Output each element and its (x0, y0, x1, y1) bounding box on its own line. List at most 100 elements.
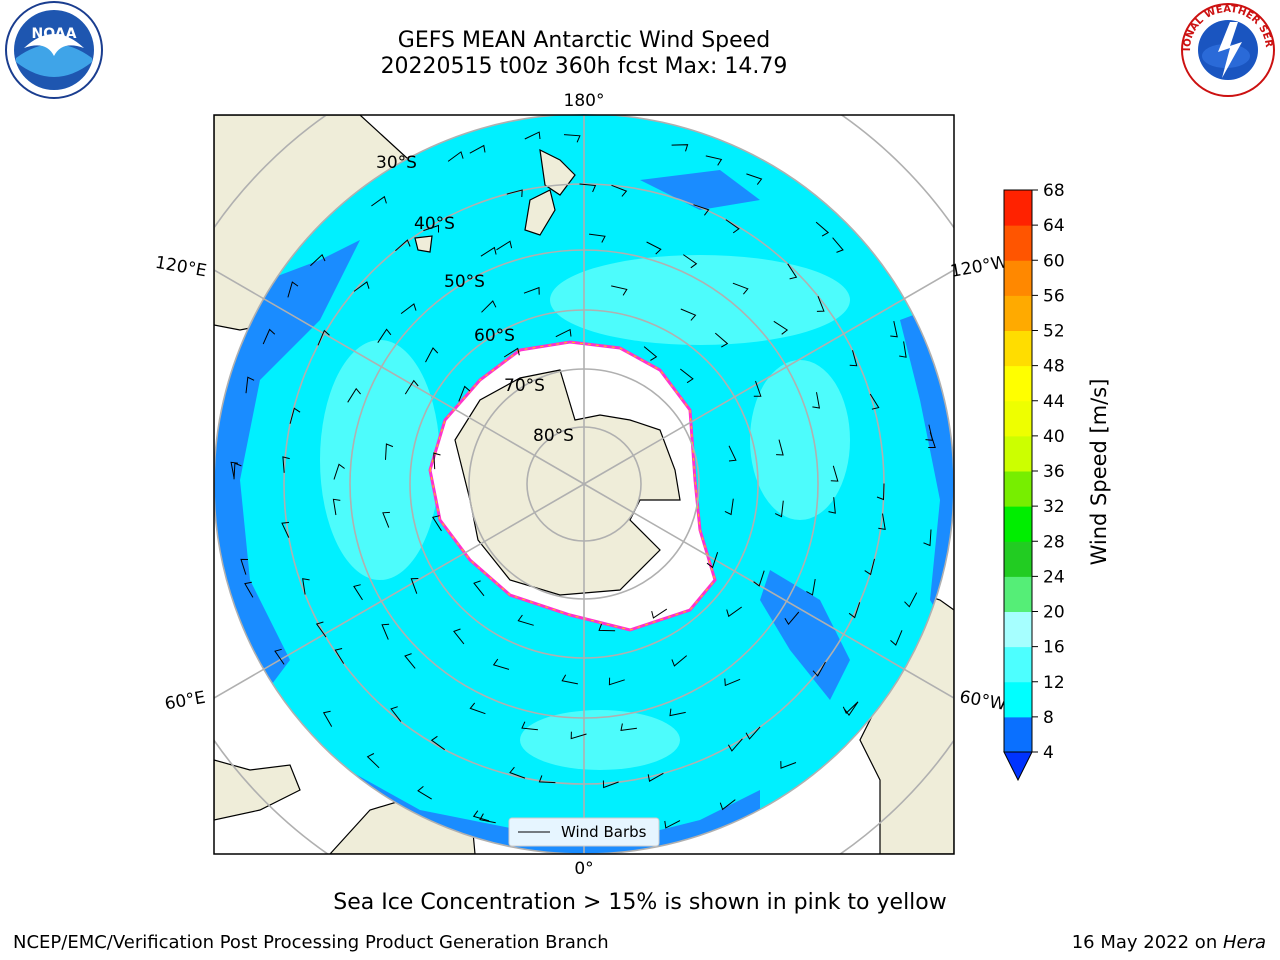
wind-barb (679, 368, 694, 384)
wind-barb (602, 780, 619, 789)
colorbar-extend-triangle (1003, 751, 1033, 782)
colorbar-tick-label: 60 (1043, 251, 1065, 271)
lon-label-60w: 60°W (958, 687, 1008, 715)
colorbar-tick-label: 68 (1043, 181, 1065, 201)
wind-barb (780, 761, 797, 769)
colorbar-segment (1004, 365, 1032, 402)
lat-label-60s: 60°S (474, 326, 515, 346)
wind-barb (784, 611, 800, 626)
lon-label-120e: 120°E (154, 253, 208, 282)
colorbar-tick-label: 24 (1043, 567, 1065, 587)
wind-barb (353, 584, 363, 601)
wind-barb (417, 786, 432, 800)
wind-barb (481, 300, 497, 313)
colorbar-tick-label: 40 (1043, 427, 1065, 447)
wind-barb (523, 286, 540, 295)
colorbar-segment (1004, 225, 1032, 261)
colorbar-tick-label: 12 (1043, 673, 1065, 693)
colorbar-segment (1004, 190, 1032, 226)
wind-barb (310, 253, 326, 267)
wind-barb (725, 219, 740, 234)
wind-barb (538, 775, 556, 784)
colorbar-tick-label: 56 (1043, 286, 1065, 306)
colorbar-segment (1004, 541, 1032, 577)
wind-barb (282, 456, 290, 473)
colorbar-segment (1004, 716, 1032, 753)
wind-barb (923, 529, 932, 547)
wind-barb (472, 810, 490, 822)
wind-barb (458, 385, 471, 402)
wind-barb (776, 439, 784, 456)
wind-barb (315, 621, 327, 638)
colorbar-segment (1004, 576, 1032, 612)
wind-barb (289, 407, 301, 424)
wind-barb (724, 678, 741, 687)
wind-barb (620, 723, 637, 731)
wind-barb (812, 392, 821, 409)
colorbar-tick-label: 16 (1043, 638, 1065, 658)
wind-barb (899, 341, 907, 358)
wind-barb (382, 511, 390, 528)
graticule (214, 115, 954, 854)
colorbar-segment (1004, 260, 1032, 296)
wind-barb (724, 498, 734, 516)
lon-label-60e: 60°E (163, 688, 207, 715)
wind-barb (869, 393, 880, 410)
wind-barb (890, 320, 898, 338)
wind-barb (410, 578, 419, 594)
sea-ice-caption: Sea Ice Concentration > 15% is shown in … (333, 890, 947, 915)
wind-barb (334, 648, 345, 664)
wind-barb (377, 328, 392, 343)
wind-barb (302, 578, 310, 595)
colorbar-tick-label: 28 (1043, 532, 1065, 552)
wind-barb (423, 224, 439, 233)
wind-barb (509, 766, 526, 779)
wind-barb (473, 580, 485, 597)
colorbar-tick-label: 8 (1043, 708, 1054, 728)
wind-barb (395, 239, 411, 252)
wind-barb (671, 655, 688, 667)
wind-barb (480, 246, 497, 257)
nws-logo: NATIONAL WEATHER SERVICE (1174, 0, 1278, 104)
colorbar-tick-label: 32 (1043, 497, 1065, 517)
wind-barb (431, 515, 442, 532)
wind-barb (287, 281, 299, 298)
wind-barb (651, 608, 668, 619)
wind-barb (404, 379, 419, 395)
wind-barb (904, 592, 918, 608)
colorbar-segment (1004, 330, 1032, 367)
wind-barb (753, 380, 762, 397)
wind-barb (598, 623, 616, 632)
wind-barb (848, 602, 861, 619)
wind-barb (240, 558, 249, 575)
wind-barb (492, 658, 510, 670)
wind-barb (876, 483, 885, 501)
footer-branch: NCEP/EMC/Verification Post Processing Pr… (13, 932, 609, 953)
wind-barb (683, 254, 698, 269)
wind-barb (381, 623, 390, 640)
wind-barb (727, 738, 743, 752)
wind-barb (726, 606, 742, 618)
lat-label-50s: 50°S (444, 272, 485, 292)
wind-barb (371, 195, 387, 207)
wind-barb (561, 674, 578, 685)
wind-barb (680, 308, 697, 321)
wind-barb (322, 710, 333, 727)
wind-barb (570, 731, 587, 740)
wind-barb (830, 465, 839, 482)
wind-barb (745, 726, 761, 740)
wind-barb (816, 296, 825, 312)
wind-barbs (230, 131, 936, 840)
wind-barb (864, 558, 875, 576)
wind-barb (404, 653, 416, 669)
wind-barb (705, 155, 723, 166)
wind-barb (579, 183, 597, 193)
wind-barb (671, 144, 689, 152)
wind-barb (430, 735, 445, 751)
wind-barb (262, 328, 276, 345)
wind-barb (611, 285, 628, 296)
wind-barb (332, 498, 341, 516)
wind-barb (669, 708, 686, 717)
wind-barb (563, 134, 581, 143)
